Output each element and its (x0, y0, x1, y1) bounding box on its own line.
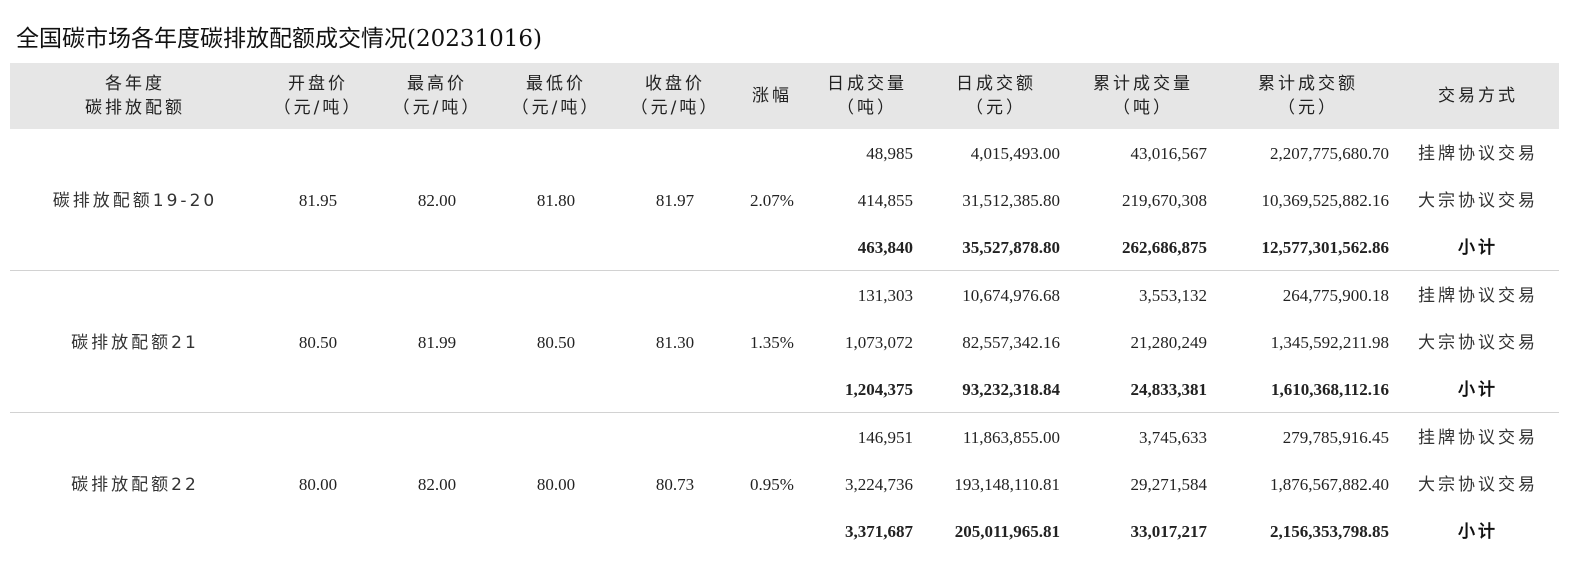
cell-cum-amt: 1,345,592,211.98 (1270, 333, 1389, 352)
cell-method: 挂牌协议交易 (1418, 144, 1538, 164)
cell-product: 碳排放配额19-20 (52, 191, 218, 211)
cell-method: 大宗协议交易 (1418, 333, 1538, 353)
table-header: 各年度碳排放配额 开盘价 （元/吨） 最高价 （元/吨） 最低价 （元/吨） 收盘价 （元/吨）… (10, 63, 1559, 129)
cell-daily-vol: 48,985 (866, 144, 913, 163)
cell-open: 80.00 (298, 475, 338, 494)
cell-daily-vol: 131,303 (857, 286, 913, 305)
cell-high: 82.00 (417, 475, 457, 494)
cell-high: 81.99 (417, 333, 457, 352)
cell-daily-vol: 3,371,687 (845, 522, 913, 541)
cell-daily-vol: 414,855 (857, 191, 913, 210)
cell-cum-vol: 24,833,381 (1130, 380, 1208, 399)
cell-change: 2.07% (750, 191, 794, 210)
cell-cum-amt: 2,207,775,680.70 (1270, 144, 1389, 163)
cell-high: 82.00 (417, 191, 457, 210)
cell-change: 1.35% (750, 333, 794, 352)
header-open: 开盘价 （元/吨） (243, 63, 393, 129)
cell-method: 挂牌协议交易 (1418, 286, 1538, 306)
cell-cum-amt: 2,156,353,798.85 (1270, 522, 1389, 541)
cell-close: 81.97 (655, 191, 695, 210)
cell-open: 81.95 (298, 191, 338, 210)
header-line: 累计成交量 (1093, 74, 1193, 94)
header-line: 最低价 (526, 74, 586, 94)
cell-cum-amt: 10,369,525,882.16 (1261, 191, 1390, 210)
cell-cum-amt: 12,577,301,562.86 (1261, 238, 1390, 257)
header-line: 收盘价 (645, 74, 705, 94)
cell-daily-vol: 3,224,736 (845, 475, 913, 494)
cell-method: 挂牌协议交易 (1418, 428, 1538, 448)
header-line: 日成交额 (956, 74, 1036, 94)
header-cum-vol: 累计成交量 （吨） (1068, 63, 1218, 129)
header-daily-vol: 日成交量 （吨） (792, 63, 942, 129)
group-divider (10, 412, 1559, 413)
cell-cum-vol: 3,745,633 (1139, 428, 1207, 447)
cell-daily-vol: 1,204,375 (845, 380, 913, 399)
cell-daily-amt: 35,527,878.80 (962, 238, 1060, 257)
cell-change: 0.95% (750, 475, 794, 494)
header-line: 累计成交额 (1258, 74, 1358, 94)
cell-method: 小计 (1458, 238, 1498, 258)
header-line: 日成交量 (827, 74, 907, 94)
cell-low: 81.80 (536, 191, 576, 210)
cell-daily-amt: 82,557,342.16 (962, 333, 1060, 352)
header-line: （元） (1278, 98, 1338, 118)
cell-product: 碳排放配额22 (71, 475, 199, 495)
cell-low: 80.00 (536, 475, 576, 494)
cell-cum-vol: 21,280,249 (1130, 333, 1208, 352)
cell-cum-vol: 3,553,132 (1139, 286, 1207, 305)
cell-method: 小计 (1458, 380, 1498, 400)
page-title: 全国碳市场各年度碳排放配额成交情况(20231016) (16, 26, 543, 52)
header-line: （元/吨） (392, 98, 482, 118)
header-line: （吨） (1113, 98, 1173, 118)
cell-cum-vol: 43,016,567 (1130, 144, 1208, 163)
header-close: 收盘价 （元/吨） (600, 63, 750, 129)
header-change: 涨幅 (697, 63, 847, 129)
cell-daily-amt: 10,674,976.68 (962, 286, 1060, 305)
header-cum-amt: 累计成交额 （元） (1233, 63, 1383, 129)
cell-close: 81.30 (655, 333, 695, 352)
header-line: 开盘价 (288, 74, 348, 94)
cell-method: 小计 (1458, 522, 1498, 542)
cell-daily-vol: 463,840 (857, 238, 913, 257)
cell-cum-amt: 264,775,900.18 (1282, 286, 1389, 305)
cell-method: 大宗协议交易 (1418, 475, 1538, 495)
cell-daily-amt: 205,011,965.81 (954, 522, 1060, 541)
header-line: （元） (966, 98, 1026, 118)
header-high: 最高价 （元/吨） (362, 63, 512, 129)
header-line: 最高价 (407, 74, 467, 94)
header-product: 各年度 碳排放配额 (60, 63, 210, 129)
cell-product: 碳排放配额21 (71, 333, 199, 353)
cell-cum-amt: 1,610,368,112.16 (1270, 380, 1389, 399)
cell-daily-vol: 1,073,072 (845, 333, 913, 352)
header-line: 交易方式 (1438, 86, 1518, 106)
header-line: （元/吨） (630, 98, 720, 118)
cell-cum-vol: 29,271,584 (1130, 475, 1208, 494)
header-line: 涨幅 (752, 86, 792, 106)
header-method: 交易方式 (1403, 63, 1553, 129)
cell-cum-amt: 1,876,567,882.40 (1270, 475, 1389, 494)
cell-method: 大宗协议交易 (1418, 191, 1538, 211)
cell-daily-amt: 93,232,318.84 (962, 380, 1060, 399)
cell-daily-amt: 11,863,855.00 (962, 428, 1060, 447)
header-line: （元/吨） (273, 98, 363, 118)
cell-daily-amt: 4,015,493.00 (970, 144, 1060, 163)
cell-close: 80.73 (655, 475, 695, 494)
cell-low: 80.50 (536, 333, 576, 352)
header-line: （元/吨） (511, 98, 601, 118)
header-line: 各年度 (105, 74, 165, 94)
header-low: 最低价 （元/吨） (481, 63, 631, 129)
header-line: （吨） (837, 98, 897, 118)
cell-daily-amt: 31,512,385.80 (962, 191, 1060, 210)
cell-cum-vol: 262,686,875 (1122, 238, 1207, 257)
cell-cum-vol: 33,017,217 (1130, 522, 1208, 541)
cell-open: 80.50 (298, 333, 338, 352)
header-line: 碳排放配额 (85, 98, 185, 118)
group-divider (10, 270, 1559, 271)
header-daily-amt: 日成交额 （元） (921, 63, 1071, 129)
cell-cum-vol: 219,670,308 (1122, 191, 1207, 210)
cell-daily-vol: 146,951 (857, 428, 913, 447)
cell-daily-amt: 193,148,110.81 (954, 475, 1060, 494)
cell-cum-amt: 279,785,916.45 (1282, 428, 1389, 447)
